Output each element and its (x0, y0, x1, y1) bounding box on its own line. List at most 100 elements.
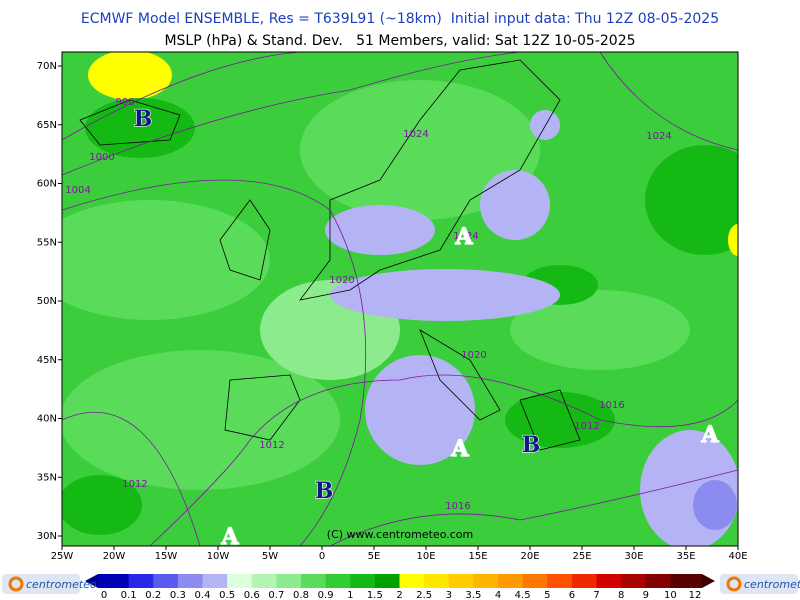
colorbar-segment (399, 574, 425, 588)
colorbar-segment (670, 574, 696, 588)
colorbar-label: 0.1 (121, 590, 137, 600)
colorbar-label: 0.4 (195, 590, 211, 600)
colorbar-segment (350, 574, 376, 588)
isobar-label: 1016 (599, 400, 624, 411)
colorbar-segment (177, 574, 203, 588)
colorbar-label: 3.5 (465, 590, 481, 600)
pressure-center: B (134, 106, 153, 132)
colorbar-segment (104, 574, 130, 588)
colorbar-label: 2 (396, 590, 402, 600)
isobar-label: 1012 (259, 440, 284, 451)
isobar-label: 1000 (89, 152, 114, 163)
colorbar-high-end (702, 574, 715, 588)
colorbar-label: 1.5 (367, 590, 383, 600)
pressure-center: A (220, 524, 239, 550)
isobar-label: 1020 (329, 275, 354, 286)
colorbar-label: 12 (689, 590, 702, 600)
colorbar-label: 0.3 (170, 590, 186, 600)
lon-label: 20E (520, 551, 539, 562)
colorbar-label: 4 (495, 590, 501, 600)
lon-label: 5W (262, 551, 278, 562)
logo-left: centrometeo (26, 578, 97, 591)
logo-left-icon (8, 576, 24, 592)
colorbar-segment (128, 574, 154, 588)
colorbar-label: 4.5 (515, 590, 531, 600)
colorbar-label: 7 (593, 590, 599, 600)
colorbar-label: 3 (446, 590, 452, 600)
lon-label: 15W (155, 551, 178, 562)
colorbar-label: 0.7 (268, 590, 284, 600)
lat-label: 60N (37, 179, 57, 190)
colorbar-segment (301, 574, 327, 588)
lat-label: 30N (37, 531, 57, 542)
colorbar-segment (695, 574, 702, 588)
colorbar-label: 6 (569, 590, 575, 600)
colorbar-segment (448, 574, 474, 588)
colorbar-segment (571, 574, 597, 588)
isobar-label: 1012 (122, 479, 147, 490)
isobar-label: 1020 (461, 350, 486, 361)
lon-label: 20W (103, 551, 126, 562)
lat-label: 55N (37, 237, 57, 248)
map-field (62, 52, 738, 546)
isobar-label: 1012 (574, 421, 599, 432)
lon-label: 10W (207, 551, 230, 562)
colorbar-label: 0 (101, 590, 107, 600)
lat-label: 50N (37, 296, 57, 307)
colorbar-segment (227, 574, 253, 588)
lon-label: 5E (368, 551, 381, 562)
logo-right-icon (726, 576, 742, 592)
colorbar-label: 5 (544, 590, 550, 600)
colorbar-segment (621, 574, 647, 588)
lon-label: 40E (728, 551, 747, 562)
pressure-center: B (315, 478, 334, 504)
subtitle: MSLP (hPa) & Stand. Dev. 51 Members, val… (164, 33, 635, 49)
lon-label: 0 (319, 551, 325, 562)
colorbar-label: 10 (664, 590, 677, 600)
colorbar-label: 0.2 (145, 590, 161, 600)
lat-label: 35N (37, 472, 57, 483)
colorbar-segment (498, 574, 524, 588)
colorbar-label: 9 (643, 590, 649, 600)
lon-label: 25W (51, 551, 74, 562)
copyright: (C) www.centrometeo.com (327, 528, 473, 541)
colorbar-label: 2.5 (416, 590, 432, 600)
isobar-label: 1024 (403, 129, 428, 140)
colorbar-label: 0.5 (219, 590, 235, 600)
colorbar-segment (276, 574, 302, 588)
colorbar-segment (645, 574, 671, 588)
map-frame (61, 51, 739, 547)
colorbar-segment (596, 574, 622, 588)
colorbar-segment (547, 574, 573, 588)
isobar-label: 1004 (65, 185, 90, 196)
colorbar-segment (251, 574, 277, 588)
colorbar-label: 0.9 (318, 590, 334, 600)
colorbar-low-end (85, 574, 98, 588)
lat-label: 45N (37, 355, 57, 366)
colorbar-label: 1 (347, 590, 353, 600)
isobar-label: 996 (115, 97, 134, 108)
lon-label: 25E (572, 551, 591, 562)
isobar-label: 1024 (646, 131, 671, 142)
colorbar-label: 0.6 (244, 590, 260, 600)
colorbar-segment (153, 574, 179, 588)
isobar-label: 1024 (453, 231, 478, 242)
colorbar-segment (522, 574, 548, 588)
pressure-center: A (700, 422, 719, 448)
logo-right: centrometeo (744, 578, 800, 591)
lon-label: 30E (624, 551, 643, 562)
colorbar-segment (98, 574, 104, 588)
lat-label: 70N (37, 61, 57, 72)
lat-label: 40N (37, 414, 57, 425)
colorbar-segment (424, 574, 450, 588)
colorbar-segment (202, 574, 228, 588)
colorbar-label: 8 (618, 590, 624, 600)
colorbar-segment (473, 574, 499, 588)
lat-label: 65N (37, 120, 57, 131)
pressure-center: B (522, 432, 541, 458)
lon-label: 10E (416, 551, 435, 562)
colorbar-segment (325, 574, 351, 588)
pressure-center: A (454, 224, 473, 250)
